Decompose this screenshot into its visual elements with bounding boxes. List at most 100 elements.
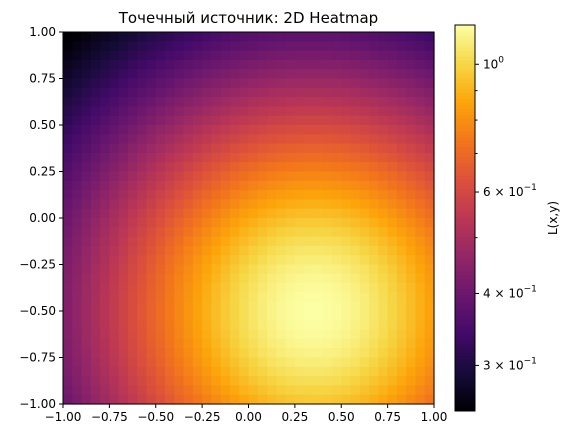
heatmap-cell bbox=[90, 338, 101, 349]
heatmap-cell bbox=[276, 78, 287, 89]
heatmap-cell bbox=[387, 208, 398, 219]
heatmap-cell bbox=[424, 87, 435, 98]
heatmap-cell bbox=[396, 338, 407, 349]
heatmap-cell bbox=[127, 152, 138, 163]
heatmap-cell bbox=[285, 69, 296, 80]
heatmap-cell bbox=[146, 338, 157, 349]
heatmap-cell bbox=[118, 115, 129, 126]
heatmap-cell bbox=[285, 264, 296, 275]
heatmap-cell bbox=[165, 366, 175, 377]
heatmap-cell bbox=[313, 227, 324, 238]
heatmap-cell bbox=[100, 134, 110, 145]
heatmap-cell bbox=[313, 152, 324, 163]
heatmap-cell bbox=[341, 301, 352, 312]
heatmap-cell bbox=[322, 264, 333, 275]
colorbar-strip bbox=[455, 382, 475, 386]
heatmap-cell bbox=[109, 41, 120, 52]
heatmap-cell bbox=[118, 41, 129, 52]
colorbar-strip bbox=[455, 118, 475, 122]
heatmap-cell bbox=[415, 87, 426, 98]
colorbar-strip bbox=[455, 140, 475, 145]
heatmap-cell bbox=[331, 125, 342, 135]
heatmap-cell bbox=[183, 152, 194, 163]
heatmap-cell bbox=[192, 357, 203, 368]
heatmap-cell bbox=[294, 152, 305, 163]
colorbar-strip bbox=[455, 115, 475, 119]
heatmap-cell bbox=[192, 255, 203, 266]
heatmap-cell bbox=[146, 171, 157, 182]
heatmap-cell bbox=[146, 311, 157, 321]
heatmap-cell bbox=[304, 97, 315, 107]
heatmap-cell bbox=[359, 171, 370, 182]
heatmap-cell bbox=[211, 208, 222, 219]
heatmap-cell bbox=[257, 273, 268, 284]
heatmap-cell bbox=[369, 394, 379, 405]
heatmap-cell bbox=[415, 338, 426, 349]
heatmap-cell bbox=[257, 376, 268, 386]
heatmap-cell bbox=[378, 245, 389, 256]
heatmap-cell bbox=[396, 41, 407, 52]
heatmap-cell bbox=[155, 32, 166, 42]
colorbar-strip bbox=[455, 28, 475, 32]
heatmap-cell bbox=[304, 227, 315, 238]
heatmap-cell bbox=[202, 329, 213, 340]
heatmap-cell bbox=[220, 97, 231, 107]
heatmap-cell bbox=[257, 50, 268, 61]
heatmap-cell bbox=[192, 115, 203, 126]
heatmap-cell bbox=[109, 311, 120, 321]
heatmap-cell bbox=[118, 292, 129, 303]
heatmap-cell bbox=[267, 78, 277, 89]
heatmap-cell bbox=[350, 106, 361, 117]
colorbar-strip bbox=[455, 218, 475, 222]
heatmap-cell bbox=[322, 366, 333, 377]
colorbar-strip bbox=[455, 105, 475, 110]
heatmap-cell bbox=[267, 199, 277, 210]
heatmap-cell bbox=[174, 311, 185, 321]
heatmap-cell bbox=[229, 143, 240, 154]
heatmap-cell bbox=[396, 329, 407, 340]
heatmap-cell bbox=[239, 208, 250, 219]
heatmap-cell bbox=[63, 357, 73, 368]
heatmap-cell bbox=[90, 366, 101, 377]
heatmap-cell bbox=[406, 338, 417, 349]
heatmap-cell bbox=[127, 236, 138, 247]
heatmap-cell bbox=[63, 115, 73, 126]
heatmap-cell bbox=[155, 236, 166, 247]
heatmap-cell bbox=[118, 106, 129, 117]
colorbar-label: L(x,y) bbox=[546, 201, 560, 235]
heatmap-cell bbox=[369, 208, 379, 219]
heatmap-cell bbox=[165, 180, 175, 191]
heatmap-cell bbox=[165, 78, 175, 89]
heatmap-cell bbox=[406, 115, 417, 126]
heatmap-cell bbox=[341, 143, 352, 154]
heatmap-cell bbox=[304, 255, 315, 266]
colorbar-strip bbox=[455, 340, 475, 344]
heatmap-cell bbox=[387, 190, 398, 200]
heatmap-cell bbox=[146, 125, 157, 135]
heatmap-cell bbox=[202, 218, 213, 228]
heatmap-cell bbox=[276, 236, 287, 247]
heatmap-cell bbox=[369, 385, 379, 396]
heatmap-cell bbox=[100, 301, 110, 312]
heatmap-cell bbox=[331, 78, 342, 89]
heatmap-cell bbox=[387, 357, 398, 368]
heatmap-cell bbox=[341, 69, 352, 80]
y-tick-label: 0.50 bbox=[29, 118, 56, 132]
heatmap-cell bbox=[202, 190, 213, 200]
heatmap-cell bbox=[183, 338, 194, 349]
heatmap-cell bbox=[146, 245, 157, 256]
heatmap-cell bbox=[202, 115, 213, 126]
colorbar-strip bbox=[455, 25, 475, 29]
heatmap-cell bbox=[90, 134, 101, 145]
heatmap-cell bbox=[81, 41, 92, 52]
heatmap-cell bbox=[406, 125, 417, 135]
heatmap-cell bbox=[248, 69, 259, 80]
colorbar-strip bbox=[455, 185, 475, 190]
heatmap-cell bbox=[239, 218, 250, 228]
heatmap-cell bbox=[396, 245, 407, 256]
heatmap-cell bbox=[192, 283, 203, 293]
heatmap-cell bbox=[118, 394, 129, 405]
heatmap-cell bbox=[276, 283, 287, 293]
heatmap-cell bbox=[248, 283, 259, 293]
colorbar-strip bbox=[455, 63, 475, 68]
